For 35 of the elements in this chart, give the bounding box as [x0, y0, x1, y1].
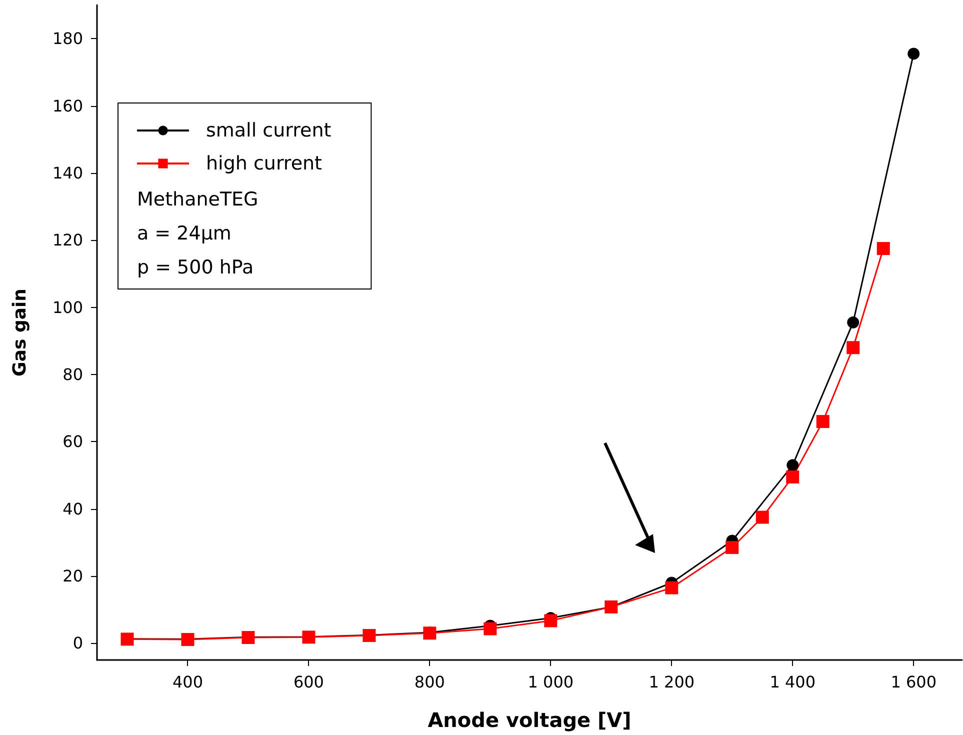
y-tick-label: 0 — [72, 634, 83, 653]
point — [665, 581, 678, 594]
y-tick-label: 180 — [52, 29, 83, 48]
annotation: MethaneTEG — [137, 188, 258, 210]
point — [876, 242, 890, 256]
y-tick-label: 140 — [52, 163, 83, 182]
y-tick-label: 120 — [52, 230, 83, 250]
point — [786, 459, 799, 472]
point — [846, 341, 860, 354]
x-tick-label: 600 — [293, 672, 324, 692]
y-tick-label: 20 — [62, 566, 83, 586]
annotation: p = 500 hPa — [137, 256, 254, 278]
x-tick-label: 400 — [172, 672, 204, 692]
y-tick-label: 40 — [62, 499, 83, 518]
y-axis-title: Gas gain — [10, 288, 30, 376]
point — [786, 470, 800, 484]
y-tick-label: 60 — [62, 432, 83, 452]
point — [484, 622, 497, 636]
x-tick-label: 1 000 — [528, 672, 574, 692]
legend-label: high current — [206, 152, 322, 174]
point — [816, 415, 830, 428]
x-tick-label: 800 — [414, 672, 445, 692]
point — [908, 48, 920, 60]
x-tick-label: 1 200 — [648, 672, 695, 692]
point — [756, 510, 769, 524]
point — [847, 316, 860, 328]
x-tick-label: 1 600 — [890, 672, 937, 692]
annotation: a = 24µm — [137, 222, 232, 244]
y-tick-label: 80 — [62, 364, 83, 384]
y-tick-label: 160 — [52, 96, 83, 116]
y-tick-label: 100 — [52, 298, 83, 317]
x-axis-title: Anode voltage [V] — [428, 708, 632, 732]
point — [726, 540, 739, 554]
x-tick-label: 1 400 — [770, 672, 816, 692]
legend-label: small current — [206, 120, 332, 142]
